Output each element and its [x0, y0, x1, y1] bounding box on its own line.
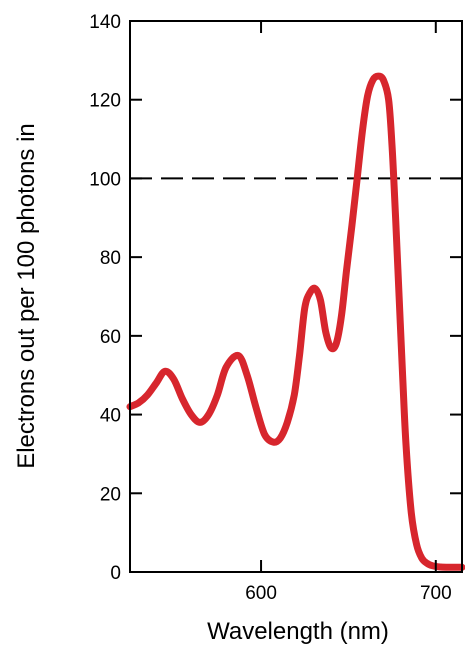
data-point: [341, 316, 342, 317]
data-point: [439, 566, 440, 567]
data-point: [372, 80, 373, 81]
data-point: [432, 565, 433, 566]
data-point: [182, 398, 183, 399]
data-point: [378, 76, 379, 77]
data-point: [315, 288, 316, 289]
data-point: [325, 331, 326, 332]
data-point: [217, 394, 218, 395]
y-tick-label: 140: [89, 12, 121, 33]
data-point: [416, 544, 417, 545]
data-point: [287, 422, 288, 423]
x-tick-label: 700: [420, 583, 452, 604]
data-point: [357, 178, 358, 179]
data-point: [310, 292, 311, 293]
series-line-0: [126, 72, 465, 571]
data-point: [173, 379, 174, 380]
y-tick-label: 120: [89, 91, 121, 112]
data-point: [336, 343, 337, 344]
data-point: [304, 308, 305, 309]
y-tick-label: 40: [100, 406, 121, 427]
y-tick-label: 80: [100, 248, 121, 269]
data-point: [421, 558, 422, 559]
x-tick-label: 600: [245, 583, 277, 604]
data-point: [138, 402, 139, 403]
data-point: [294, 394, 295, 395]
data-point: [320, 300, 321, 301]
data-point: [411, 513, 412, 514]
data-point: [402, 375, 403, 376]
data-point: [367, 95, 368, 96]
data-point: [247, 375, 248, 376]
y-axis-title: Electrons out per 100 photons in: [13, 123, 40, 469]
data-point: [383, 80, 384, 81]
data-point: [362, 131, 363, 132]
data-point: [280, 438, 281, 439]
data-point: [395, 217, 396, 218]
data-point: [392, 146, 393, 147]
y-tick-label: 100: [89, 169, 121, 190]
data-point: [264, 434, 265, 435]
y-tick-label: 0: [110, 563, 121, 584]
data-point: [427, 563, 428, 564]
data-point: [191, 414, 192, 415]
data-point: [406, 446, 407, 447]
data-point: [399, 296, 400, 297]
data-point: [453, 567, 454, 568]
data-point: [351, 225, 352, 226]
data-point: [255, 406, 256, 407]
data-point: [388, 99, 389, 100]
data-point: [299, 355, 300, 356]
data-point: [147, 394, 148, 395]
x-axis-title: Wavelength (nm): [207, 618, 389, 645]
data-point: [273, 442, 274, 443]
data-point: [346, 268, 347, 269]
y-tick-label: 60: [100, 327, 121, 348]
plot-frame: [129, 20, 463, 573]
y-tick-label: 20: [100, 484, 121, 505]
data-point: [164, 371, 165, 372]
data-point: [330, 347, 331, 348]
data-point: [446, 567, 447, 568]
data-point: [199, 422, 200, 423]
data-point: [208, 414, 209, 415]
data-point: [238, 355, 239, 356]
data-point: [226, 367, 227, 368]
data-point: [156, 383, 157, 384]
